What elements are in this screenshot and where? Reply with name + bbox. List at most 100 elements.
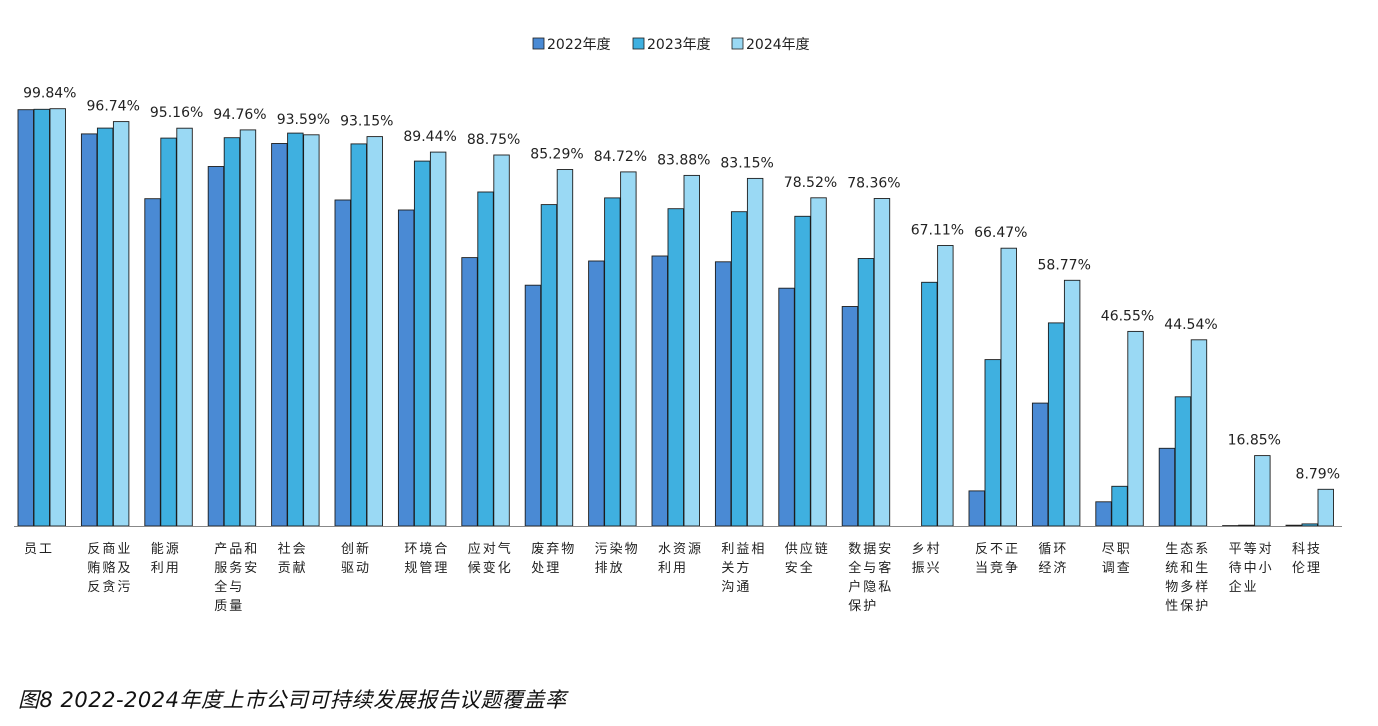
x-tick-label: 尽职调查 xyxy=(1102,542,1132,576)
data-label: 99.84% xyxy=(23,86,76,102)
legend-swatch xyxy=(731,37,744,50)
bar-8-series-2 xyxy=(477,191,494,527)
bar-4-series-2 xyxy=(223,137,241,527)
bar-7-series-2 xyxy=(413,160,431,527)
x-tick-label: 水资源利用 xyxy=(658,542,703,576)
bar-3-series-2 xyxy=(160,137,177,527)
data-label: 89.44% xyxy=(403,129,456,145)
legend-label: 2024年度 xyxy=(746,37,810,53)
data-label: 88.75% xyxy=(467,132,520,148)
bar-17-series-2 xyxy=(1047,322,1065,527)
data-label: 84.72% xyxy=(594,149,647,165)
data-label: 78.52% xyxy=(784,175,837,191)
bar-20-series-3 xyxy=(1254,455,1271,527)
data-label: 44.54% xyxy=(1164,317,1217,333)
x-tick-label: 员工 xyxy=(24,542,54,557)
bar-5-series-3 xyxy=(303,134,320,527)
data-label: 78.36% xyxy=(847,176,900,192)
x-tick-label: 科技伦理 xyxy=(1292,542,1322,576)
data-label: 94.76% xyxy=(213,107,266,123)
x-tick-label: 生态系统和生物多样性保护 xyxy=(1165,542,1210,614)
x-tick-label: 应对气候变化 xyxy=(468,541,513,576)
bar-14-series-3 xyxy=(873,198,891,527)
bar-1-series-1 xyxy=(17,109,34,527)
bar-19-series-1 xyxy=(1158,447,1176,527)
x-tick-label: 社会贡献 xyxy=(278,541,308,576)
data-label: 83.15% xyxy=(720,155,773,171)
bar-11-series-2 xyxy=(667,208,684,527)
data-label: 8.79% xyxy=(1296,466,1340,482)
figure-caption: 图8 2022-2024年度上市公司可持续发展报告议题覆盖率 xyxy=(18,688,567,712)
bar-10-series-3 xyxy=(620,171,637,527)
x-tick-label: 废弃物处理 xyxy=(531,541,576,576)
bar-10-series-2 xyxy=(604,197,621,527)
bar-18-series-3 xyxy=(1127,330,1144,527)
chart-legend: 2022年度 2023年度 2024年度 xyxy=(532,37,810,53)
bar-20-series-2 xyxy=(1238,524,1255,527)
data-label: 58.77% xyxy=(1038,257,1091,273)
legend-label: 2023年度 xyxy=(647,37,711,53)
bar-19-series-3 xyxy=(1190,339,1208,527)
data-label: 85.29% xyxy=(530,147,583,163)
bar-4-series-1 xyxy=(207,166,225,527)
bar-9-series-1 xyxy=(524,284,542,527)
x-tick-label: 反不正当竞争 xyxy=(975,542,1020,576)
bar-7-series-3 xyxy=(429,151,447,527)
x-tick-label: 污染物排放 xyxy=(595,542,640,576)
bar-6-series-2 xyxy=(350,143,367,527)
bar-3-series-1 xyxy=(144,198,161,527)
bar-21-series-1 xyxy=(1285,524,1302,527)
bar-9-series-3 xyxy=(556,169,574,527)
bar-2-series-2 xyxy=(96,127,114,527)
bar-13-series-1 xyxy=(778,287,795,527)
data-label: 95.16% xyxy=(150,105,203,121)
bar-3-series-3 xyxy=(176,127,193,527)
x-tick-label: 创新驱动 xyxy=(341,541,371,576)
bar-2-series-3 xyxy=(112,121,130,527)
bar-7-series-1 xyxy=(397,209,415,527)
bar-12-series-3 xyxy=(746,177,764,527)
data-label: 46.55% xyxy=(1101,308,1154,324)
bar-21-series-3 xyxy=(1317,488,1334,527)
bar-14-series-2 xyxy=(857,258,875,527)
bar-6-series-1 xyxy=(334,199,351,527)
bar-1-series-2 xyxy=(33,108,50,527)
bar-chart: 2022年度 2023年度 2024年度 99.84% 96.74% 95.16% 94.… xyxy=(14,37,1342,614)
bar-18-series-2 xyxy=(1111,485,1128,527)
x-tick-label: 利益相关方沟通 xyxy=(721,542,766,595)
bar-11-series-3 xyxy=(683,174,700,527)
bar-1-series-3 xyxy=(49,108,66,527)
bar-16-series-3 xyxy=(1000,247,1017,527)
bar-4-series-3 xyxy=(239,129,257,527)
data-label: 83.88% xyxy=(657,152,710,168)
bar-16-series-1 xyxy=(968,490,985,527)
data-label: 93.15% xyxy=(340,114,393,130)
legend-swatch xyxy=(632,37,645,50)
bar-18-series-1 xyxy=(1095,501,1112,527)
data-label: 66.47% xyxy=(974,225,1027,241)
x-tick-label: 环境合规管理 xyxy=(404,542,449,576)
x-tick-label: 反商业贿赂及反贪污 xyxy=(87,542,132,595)
legend-label: 2022年度 xyxy=(547,37,611,53)
data-label: 16.85% xyxy=(1228,433,1281,449)
bar-13-series-2 xyxy=(794,215,811,527)
x-tick-label: 供应链安全 xyxy=(785,541,830,576)
bar-9-series-2 xyxy=(540,204,558,527)
bar-19-series-2 xyxy=(1174,396,1192,527)
bar-16-series-2 xyxy=(984,359,1001,527)
bar-8-series-1 xyxy=(461,257,478,527)
x-tick-label: 乡村振兴 xyxy=(912,542,942,576)
bar-21-series-2 xyxy=(1301,523,1318,527)
bar-10-series-1 xyxy=(588,260,605,527)
data-label: 67.11% xyxy=(911,223,964,239)
bar-17-series-3 xyxy=(1063,279,1081,527)
x-tick-label: 能源利用 xyxy=(151,542,181,576)
data-label: 96.74% xyxy=(87,99,140,115)
bar-17-series-1 xyxy=(1031,402,1049,527)
bar-13-series-3 xyxy=(810,197,827,527)
bar-11-series-1 xyxy=(651,255,668,527)
bar-12-series-2 xyxy=(730,211,748,527)
bar-12-series-1 xyxy=(714,261,732,527)
bar-2-series-1 xyxy=(80,133,98,527)
